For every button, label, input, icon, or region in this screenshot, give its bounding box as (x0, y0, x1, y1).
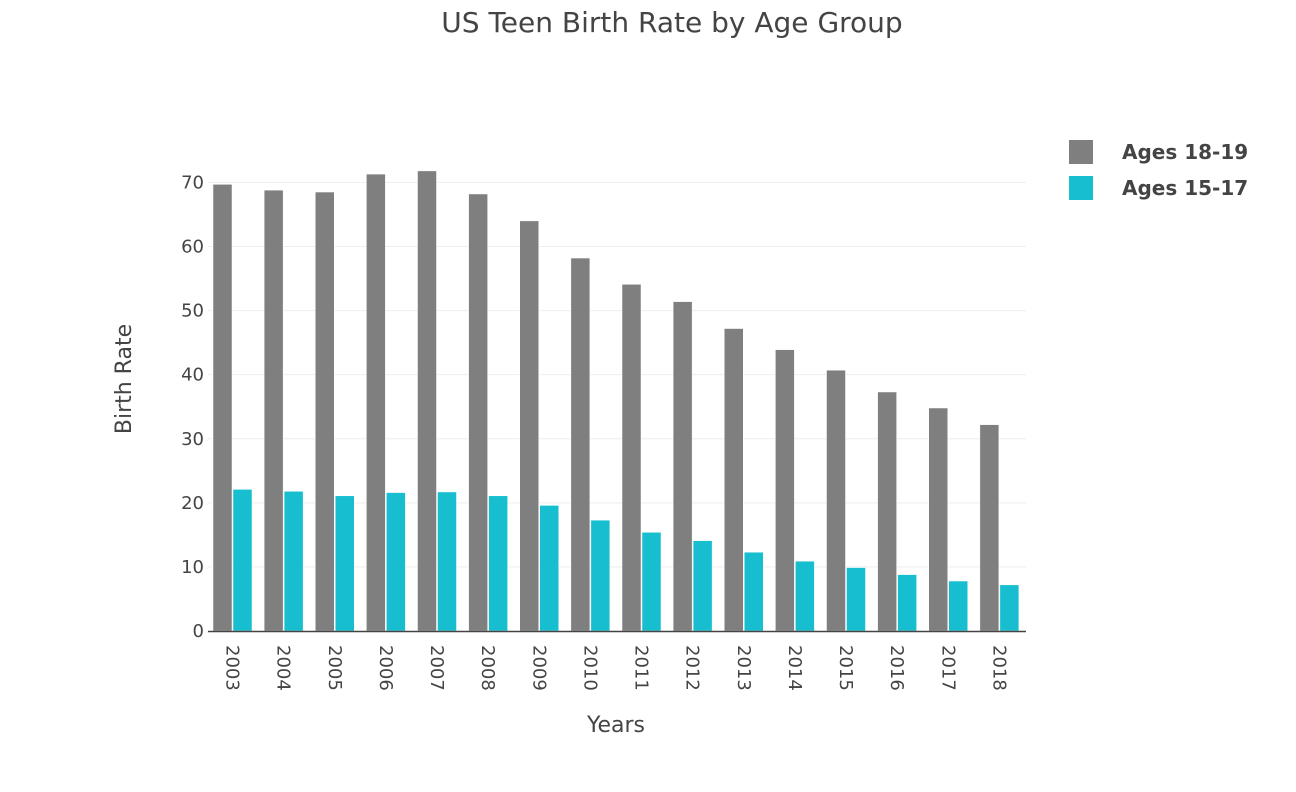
bar-ages-15-17[interactable] (641, 532, 662, 632)
bar-ages-15-17[interactable] (744, 551, 764, 632)
bar-ages-18-19[interactable] (263, 189, 284, 632)
y-tick-label: 20 (181, 493, 204, 514)
legend-item[interactable]: Ages 15-17 (1069, 176, 1248, 200)
y-tick-label: 50 (181, 301, 204, 322)
legend-swatch (1069, 140, 1093, 164)
bar-ages-18-19[interactable] (315, 191, 335, 632)
x-tick-label: 2010 (579, 645, 600, 691)
bar-ages-18-19[interactable] (417, 170, 437, 632)
x-tick-label: 2008 (477, 645, 498, 691)
legend[interactable]: Ages 18-19 Ages 15-17 (1069, 140, 1248, 200)
bar-ages-15-17[interactable] (999, 584, 1020, 632)
x-tick-label: 2009 (528, 645, 549, 691)
x-tick-label: 2012 (682, 645, 703, 691)
legend-label: Ages 15-17 (1122, 176, 1248, 200)
bar-ages-18-19[interactable] (672, 301, 693, 632)
bar-ages-18-19[interactable] (212, 184, 233, 632)
bar-ages-15-17[interactable] (948, 580, 968, 632)
y-tick-label: 70 (181, 172, 204, 193)
y-tick-label: 10 (181, 557, 204, 578)
bars[interactable] (212, 170, 1020, 632)
legend-swatch (1069, 176, 1093, 200)
bar-ages-15-17[interactable] (590, 519, 611, 632)
bar-ages-15-17[interactable] (386, 492, 406, 632)
bar-ages-15-17[interactable] (335, 495, 355, 632)
bar-ages-18-19[interactable] (775, 349, 795, 632)
bar-ages-18-19[interactable] (979, 424, 1000, 632)
bar-ages-18-19[interactable] (826, 369, 846, 632)
y-axis-ticks: 0 10 20 30 40 50 60 70 (181, 172, 204, 642)
bar-ages-15-17[interactable] (897, 574, 917, 632)
bar-ages-18-19[interactable] (570, 257, 591, 632)
x-tick-label: 2004 (273, 645, 294, 691)
bar-ages-18-19[interactable] (519, 220, 539, 632)
bar-ages-15-17[interactable] (539, 505, 559, 632)
bar-ages-15-17[interactable] (437, 491, 457, 632)
x-tick-label: 2007 (426, 645, 447, 691)
x-tick-label: 2005 (324, 645, 345, 691)
y-tick-label: 40 (181, 365, 204, 386)
legend-label: Ages 18-19 (1122, 140, 1248, 164)
chart-title: US Teen Birth Rate by Age Group (441, 6, 902, 39)
x-tick-label: 2016 (886, 645, 907, 691)
y-axis-title: Birth Rate (112, 324, 137, 434)
bar-ages-15-17[interactable] (488, 495, 508, 632)
bar-ages-15-17[interactable] (283, 491, 304, 632)
x-axis-ticks: 2003 2004 2005 2006 2007 2008 2009 2010 2011 2012… (222, 645, 1010, 691)
x-tick-label: 2015 (835, 645, 856, 691)
y-tick-label: 30 (181, 429, 204, 450)
x-tick-label: 2017 (937, 645, 958, 691)
bar-ages-18-19[interactable] (468, 193, 488, 632)
bar-ages-18-19[interactable] (621, 284, 642, 632)
x-tick-label: 2003 (222, 645, 243, 691)
y-tick-label: 60 (181, 237, 204, 258)
x-tick-label: 2011 (631, 645, 652, 691)
y-tick-label: 0 (193, 621, 204, 642)
x-tick-label: 2013 (733, 645, 754, 691)
bar-ages-18-19[interactable] (366, 173, 386, 632)
bar-ages-18-19[interactable] (724, 328, 744, 632)
bar-ages-15-17[interactable] (795, 560, 815, 632)
bar-ages-18-19[interactable] (928, 407, 948, 632)
x-axis-title: Years (586, 713, 645, 738)
x-tick-label: 2014 (784, 645, 805, 691)
bar-ages-18-19[interactable] (877, 391, 897, 632)
x-tick-label: 2006 (375, 645, 396, 691)
bar-ages-15-17[interactable] (232, 489, 253, 632)
x-tick-label: 2018 (988, 645, 1009, 691)
bar-ages-15-17[interactable] (692, 540, 713, 632)
legend-item[interactable]: Ages 18-19 (1069, 140, 1248, 164)
bar-ages-15-17[interactable] (846, 567, 866, 632)
